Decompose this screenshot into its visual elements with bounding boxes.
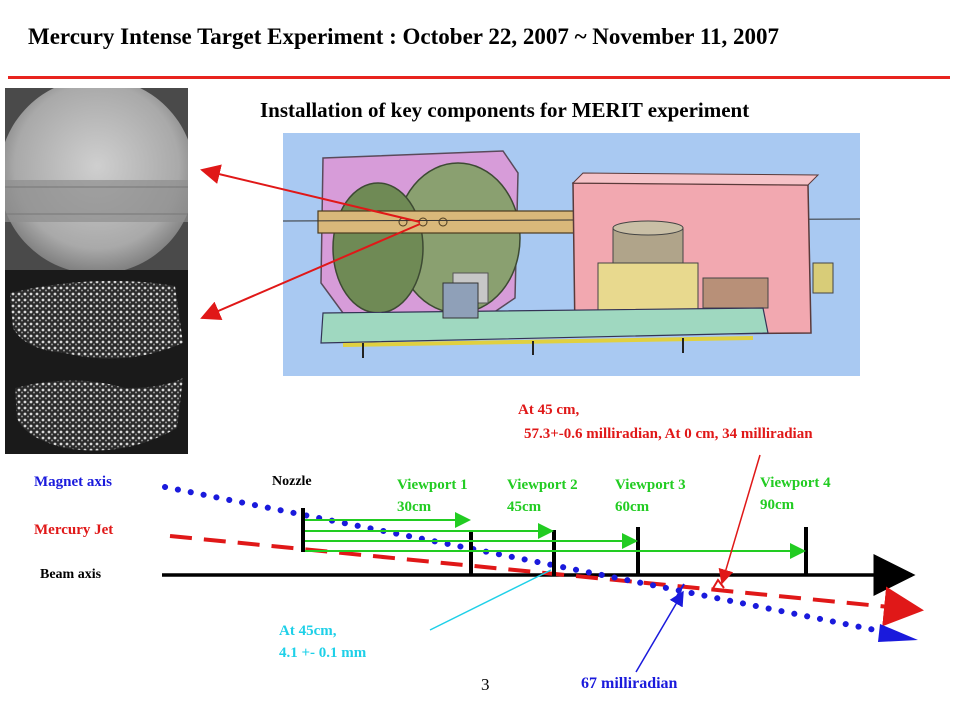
photo-pointer-arrow-bottom xyxy=(200,223,421,321)
support-cart xyxy=(320,282,769,358)
photo-pointer-arrow-top xyxy=(200,164,421,223)
offset-callout: At 45cm, 4.1 +- 0.1 mm xyxy=(279,623,367,661)
photo-bottom xyxy=(5,270,188,454)
mercury-jet-label: Mercury Jet xyxy=(34,522,114,538)
title-divider xyxy=(8,76,950,79)
merit-cad-drawing xyxy=(283,133,860,376)
slide-subtitle: Installation of key components for MERIT… xyxy=(260,98,750,122)
magnet-axis-label: Magnet axis xyxy=(34,474,112,490)
magnet-angle-leader xyxy=(635,590,684,673)
viewport-2-label: Viewport 2 45cm xyxy=(507,477,578,515)
viewport-4-label: Viewport 4 90cm xyxy=(760,475,831,513)
slide-title: Mercury Intense Target Experiment : Octo… xyxy=(28,24,780,49)
page-number: 3 xyxy=(481,675,490,694)
angle-callout-line1: At 45 cm, xyxy=(518,402,580,418)
jet-angle-marker xyxy=(711,578,725,591)
viewport-3-label: Viewport 3 60cm xyxy=(615,477,686,515)
offset-callout-leader xyxy=(429,569,552,631)
magnet-axis-arrowhead xyxy=(878,624,918,642)
hydraulic-unit xyxy=(571,172,834,336)
nozzle-label: Nozzle xyxy=(272,474,312,489)
angle-callout-line2: 57.3+-0.6 milliradian, At 0 cm, 34 milli… xyxy=(524,426,813,442)
magnet-axis-line xyxy=(162,484,888,635)
angle-callout-leader xyxy=(718,454,761,585)
nozzle-insert xyxy=(283,210,860,234)
photo-top xyxy=(5,88,188,274)
viewport-1-label: Viewport 1 30cm xyxy=(397,477,468,515)
jet-photo-stack xyxy=(5,88,188,454)
beam-axis-label: Beam axis xyxy=(40,567,102,582)
magnet-angle-label: 67 milliradian xyxy=(581,675,678,692)
